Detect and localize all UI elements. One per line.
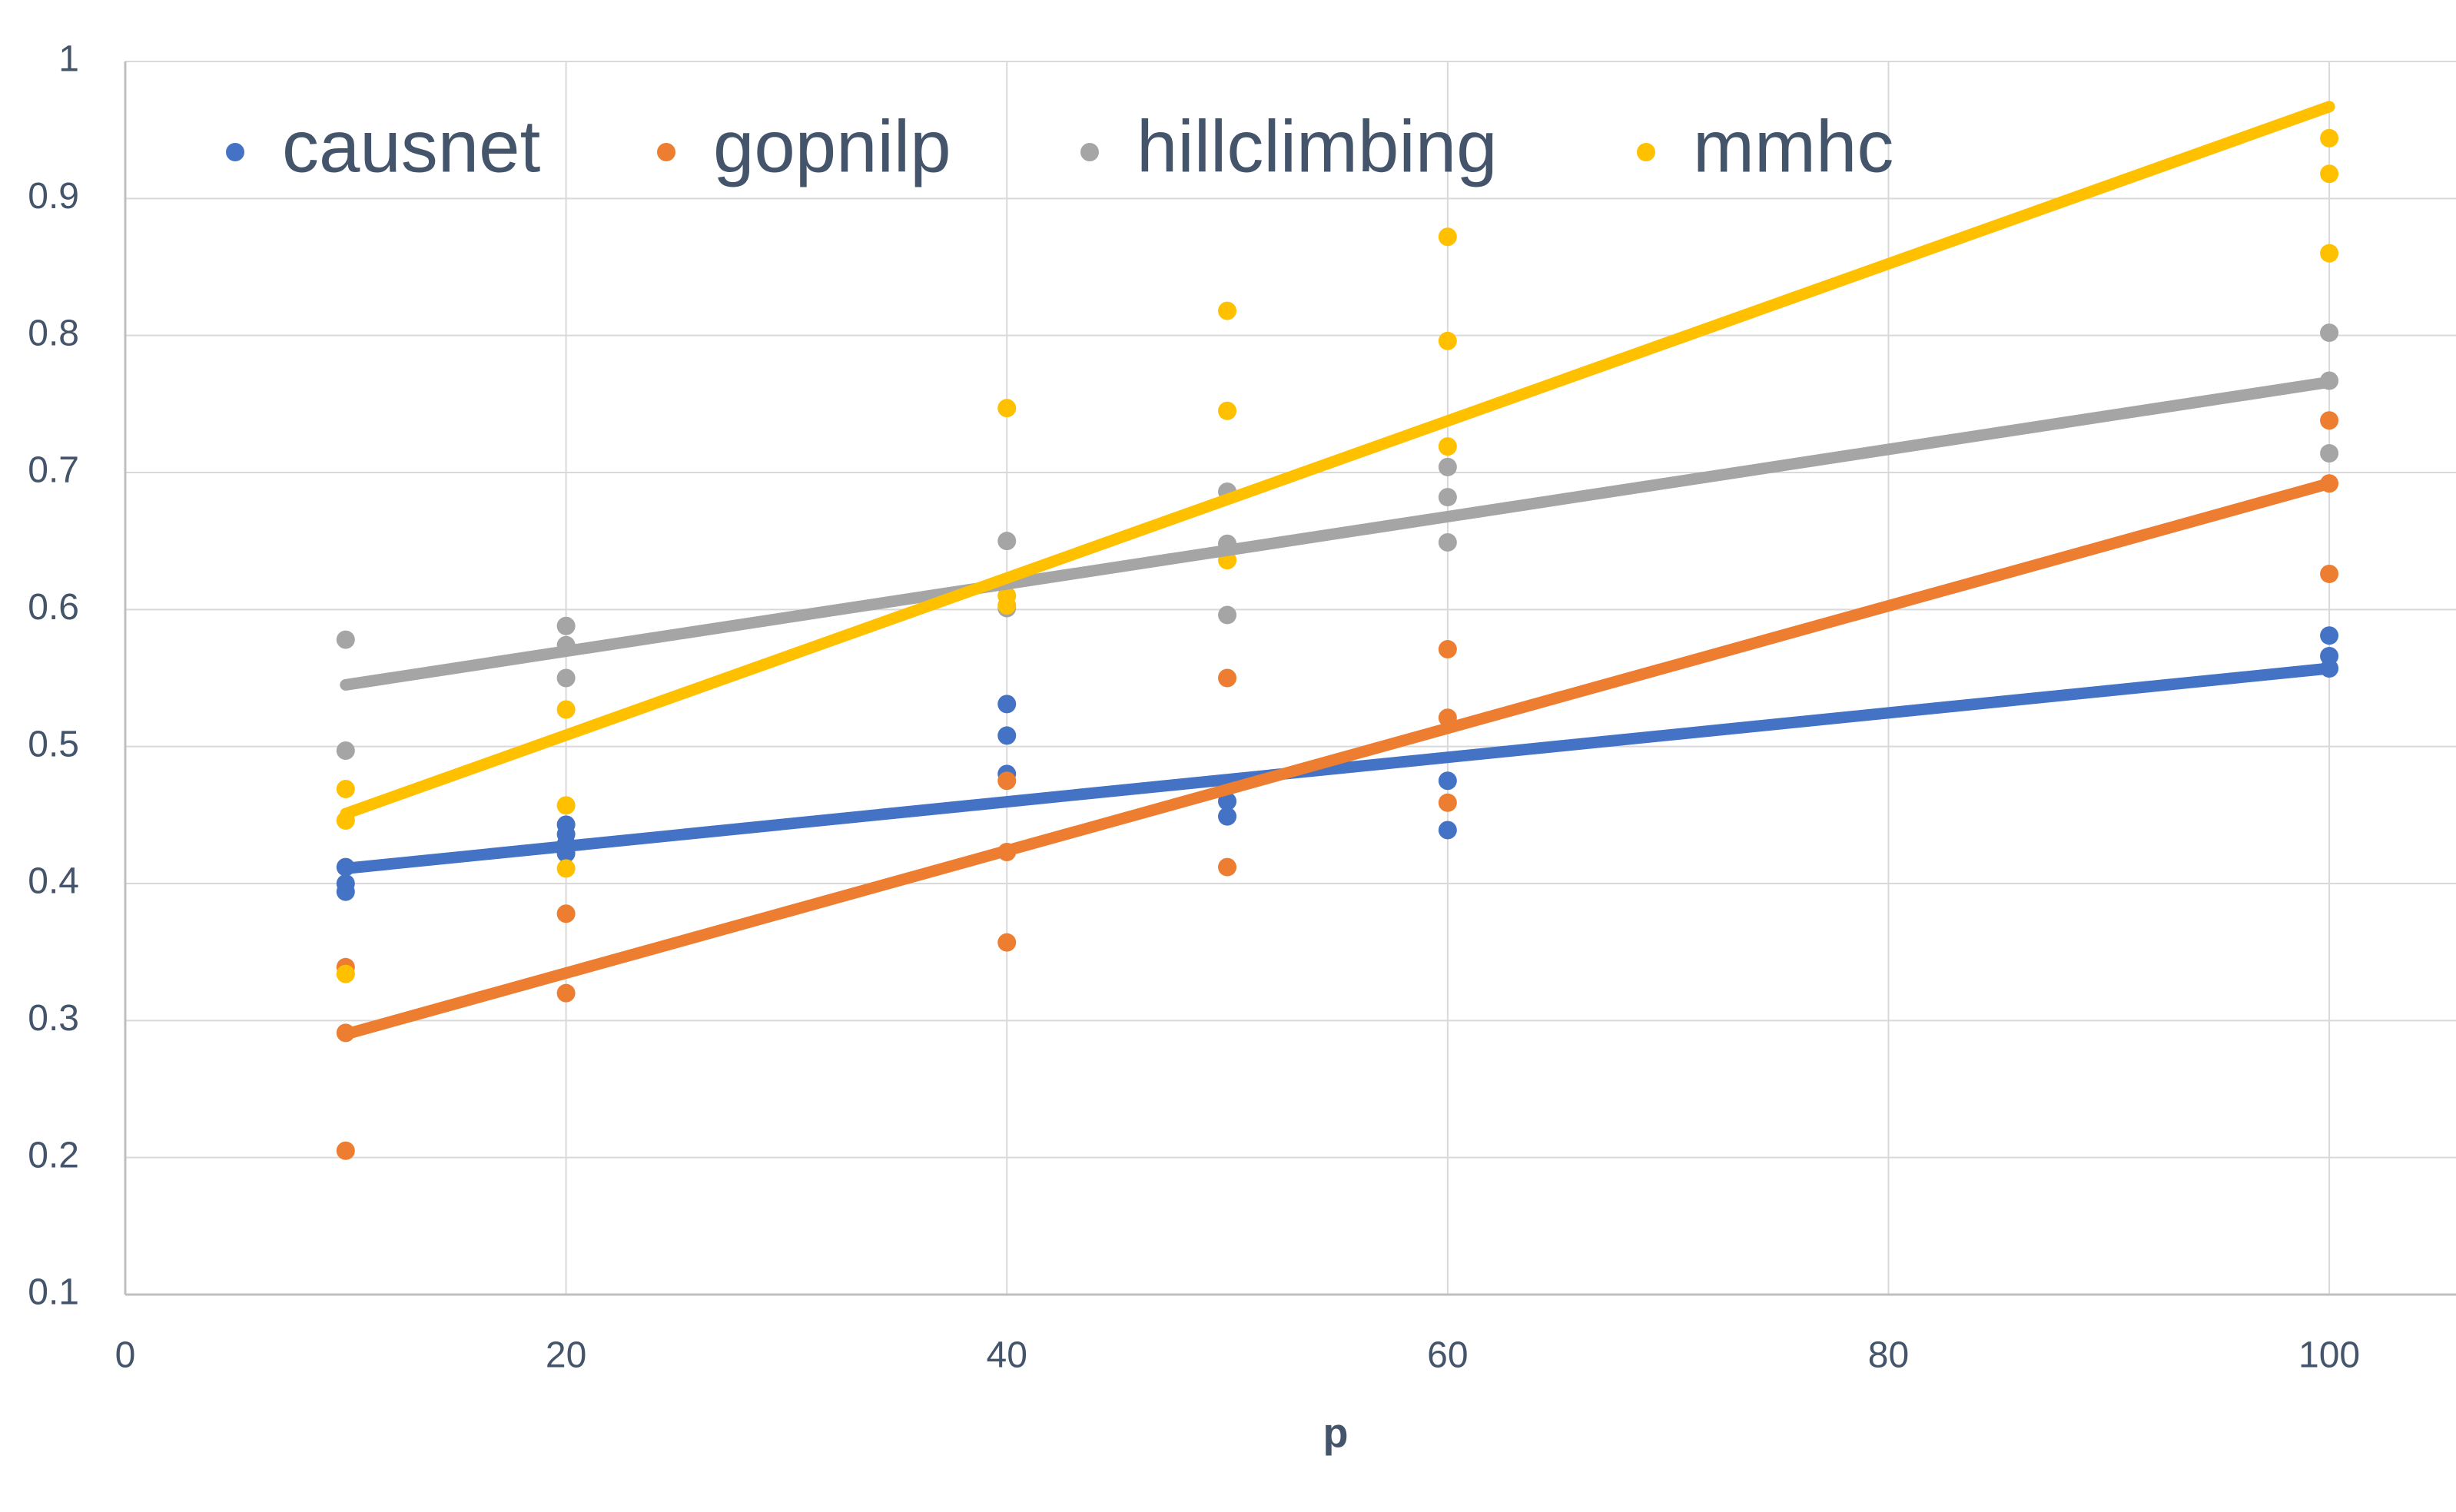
data-point (1218, 605, 1237, 625)
data-point (1438, 437, 1457, 456)
x-tick-label: 80 (1868, 1335, 1909, 1376)
data-point (1438, 793, 1457, 812)
x-axis-title: p (1323, 1410, 1349, 1456)
trend-line (340, 101, 2335, 820)
data-point (556, 859, 576, 878)
data-point (556, 796, 576, 815)
x-tick-label: 20 (546, 1335, 586, 1376)
data-point (1218, 792, 1237, 811)
y-tick-label: 1 (58, 39, 79, 80)
data-point (2320, 444, 2339, 463)
data-point (1438, 457, 1457, 476)
data-point (556, 616, 576, 635)
y-tick-label: 0.3 (28, 998, 79, 1039)
data-point (1438, 227, 1457, 247)
data-point (336, 630, 355, 649)
y-tick-label: 0.5 (28, 724, 79, 764)
data-point (997, 532, 1017, 551)
data-point (336, 882, 355, 901)
legend-marker (1637, 143, 1655, 161)
trend-line (340, 662, 2335, 874)
data-point (336, 741, 355, 761)
y-tick-label: 0.9 (28, 176, 79, 217)
data-point (997, 933, 1017, 952)
legend-marker (1080, 143, 1099, 161)
data-point (1218, 401, 1237, 420)
data-point (1438, 488, 1457, 507)
y-tick-label: 0.7 (28, 450, 79, 491)
data-point (997, 399, 1017, 418)
data-point (2320, 564, 2339, 583)
data-point (1438, 331, 1457, 350)
data-point (997, 726, 1017, 745)
data-point (1218, 301, 1237, 320)
x-tick-label: 100 (2298, 1335, 2360, 1376)
data-point (997, 595, 1017, 615)
data-point (1218, 807, 1237, 826)
grid (125, 61, 2456, 1295)
data-point (1438, 821, 1457, 840)
y-tick-label: 0.8 (28, 313, 79, 353)
data-point (556, 668, 576, 688)
data-point (556, 904, 576, 923)
legend-label: causnet (282, 105, 540, 187)
y-tick-label: 0.6 (28, 587, 79, 628)
trend-line (340, 477, 2335, 1040)
data-point (2320, 164, 2339, 184)
y-tick-label: 0.4 (28, 861, 79, 902)
data-point (336, 1141, 355, 1160)
data-point (1438, 640, 1457, 659)
data-point (997, 771, 1017, 791)
data-point (2320, 626, 2339, 645)
legend-label: hillclimbing (1137, 105, 1498, 187)
data-point (556, 983, 576, 1003)
data-point (2320, 323, 2339, 343)
x-tick-label: 40 (987, 1335, 1027, 1376)
data-point (2320, 244, 2339, 263)
x-tick-label: 0 (115, 1335, 136, 1376)
data-point (2320, 128, 2339, 148)
data-point (336, 779, 355, 798)
data-point (1438, 532, 1457, 552)
data-point (997, 695, 1017, 714)
y-tick-label: 0.2 (28, 1135, 79, 1175)
data-point (1438, 771, 1457, 791)
data-point (2320, 411, 2339, 430)
data-point (336, 964, 355, 983)
legend-label: gopnilp (713, 105, 951, 187)
x-tick-label: 60 (1427, 1335, 1468, 1376)
trend-line (340, 376, 2335, 691)
data-point (556, 700, 576, 719)
data-point (1218, 668, 1237, 688)
legend-label: mmhc (1693, 105, 1893, 187)
legend-marker (226, 143, 244, 161)
legend-marker (657, 143, 675, 161)
data-point (1218, 857, 1237, 877)
y-tick-label: 0.1 (28, 1272, 79, 1313)
